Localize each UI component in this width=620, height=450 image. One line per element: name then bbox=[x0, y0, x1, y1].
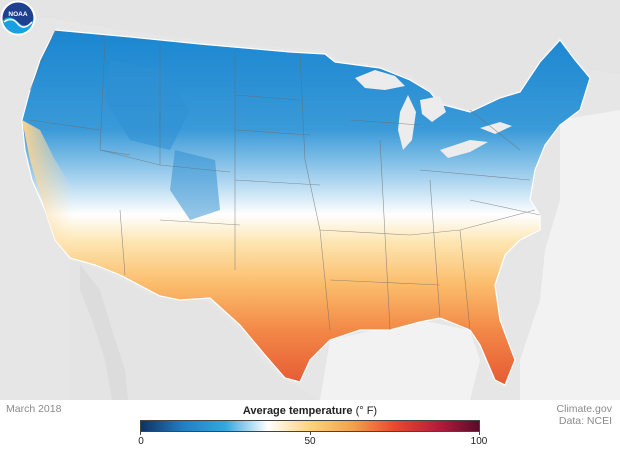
legend-title: Average temperature (° F) bbox=[140, 405, 480, 417]
legend-title-text: Average temperature bbox=[242, 405, 353, 417]
map-area: NOAA bbox=[0, 0, 620, 400]
footer: March 2018 Average temperature (° F) 0 5… bbox=[0, 400, 620, 450]
legend-colorbar bbox=[140, 420, 480, 432]
temperature-map bbox=[21, 29, 620, 400]
credit-data: Data: NCEI bbox=[558, 415, 612, 427]
legend-tick-label-max: 100 bbox=[470, 436, 488, 447]
noaa-logo-icon: NOAA bbox=[0, 0, 36, 36]
legend-tick-label-min: 0 bbox=[138, 436, 144, 447]
legend-tick-label-mid: 50 bbox=[304, 436, 316, 447]
credit-source: Climate.gov bbox=[556, 403, 612, 415]
legend-tick bbox=[479, 432, 480, 435]
legend-unit: (° F) bbox=[355, 405, 378, 417]
legend-tick bbox=[140, 432, 141, 435]
credit-block: Climate.gov Data: NCEI bbox=[557, 403, 612, 427]
noaa-logo-text: NOAA bbox=[8, 11, 27, 18]
period-label: March 2018 bbox=[6, 403, 62, 415]
legend-tick bbox=[310, 432, 311, 435]
